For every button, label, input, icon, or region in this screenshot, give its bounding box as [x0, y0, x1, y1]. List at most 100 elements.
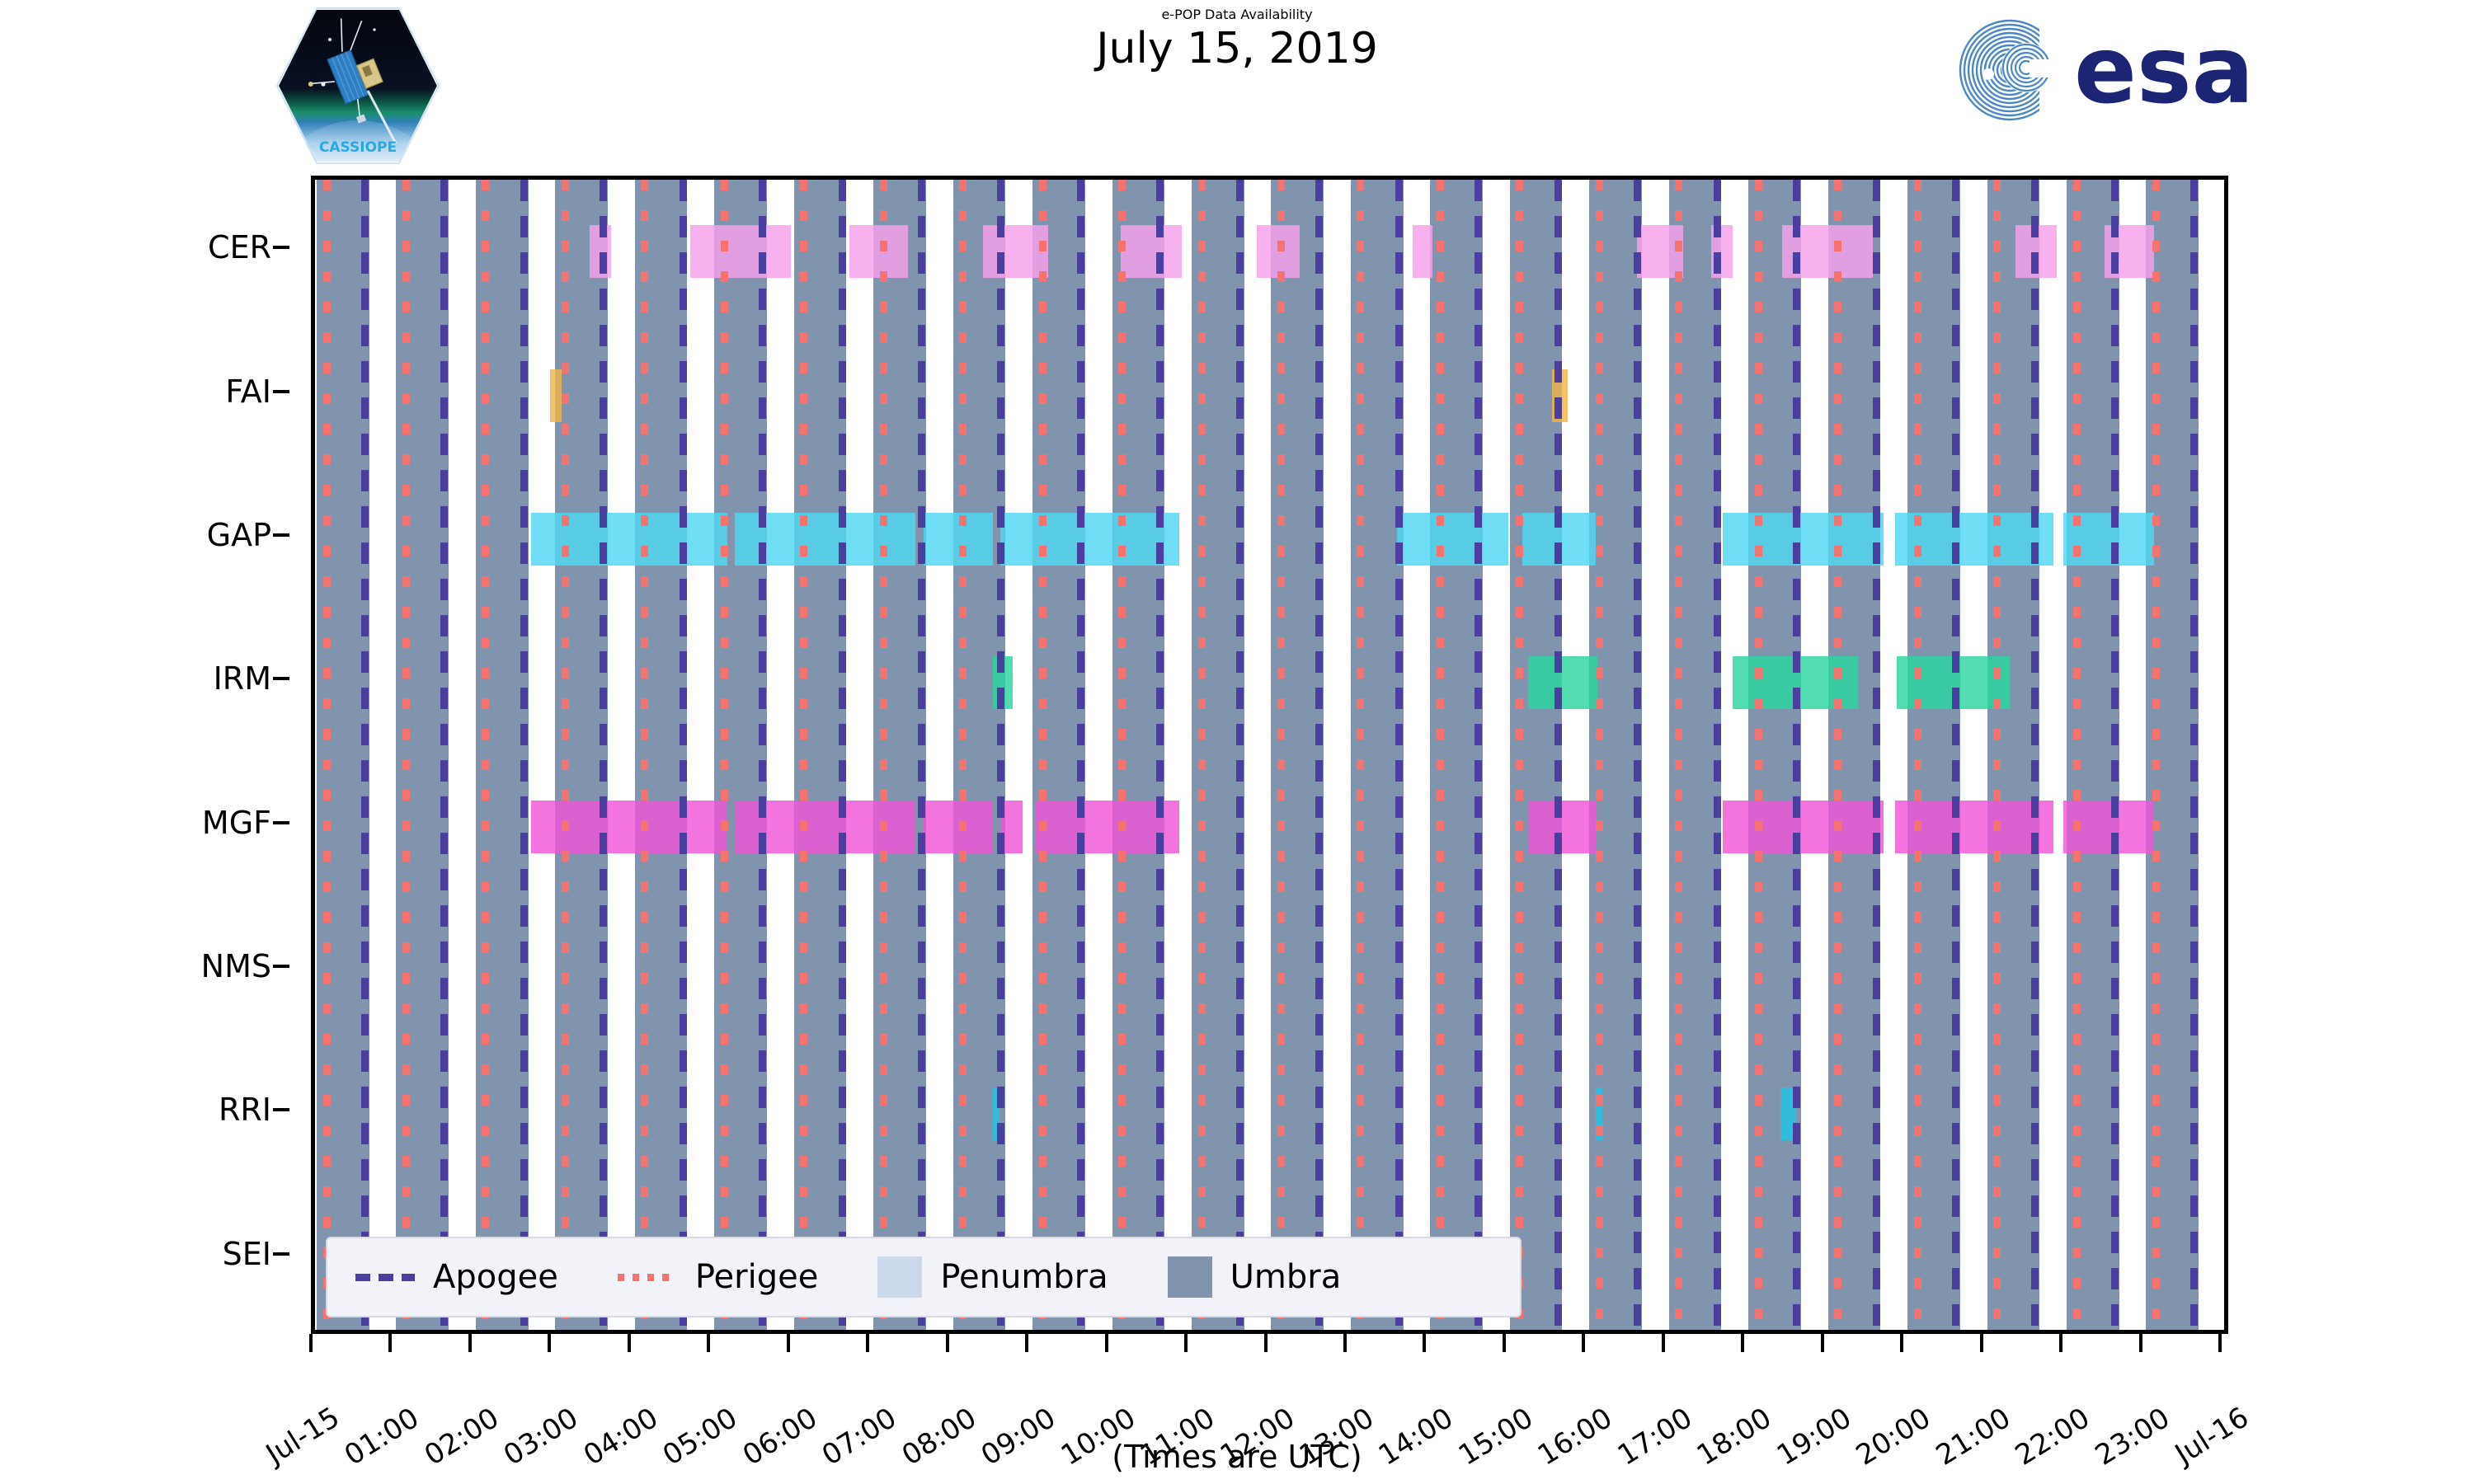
availability-bar-rri [992, 1087, 999, 1141]
perigee-marker-line [641, 180, 649, 1330]
y-tick-mark [273, 1108, 289, 1112]
availability-bar-gap [1000, 512, 1179, 566]
perigee-marker-line [1436, 180, 1444, 1330]
x-tick-mark [1979, 1334, 1983, 1352]
y-tick-label-mgf: MGF [201, 804, 271, 841]
apogee-marker-line [360, 180, 369, 1330]
x-tick-mark [2138, 1334, 2142, 1352]
apogee-marker-line [440, 180, 449, 1330]
x-tick-mark [1343, 1334, 1347, 1352]
y-tick-label-cer: CER [208, 229, 271, 266]
perigee-marker-line [959, 180, 967, 1330]
esa-wordmark: esa [2074, 17, 2254, 124]
availability-bar-gap [923, 512, 993, 566]
x-tick-mark [866, 1334, 870, 1352]
y-tick-label-irm: IRM [213, 660, 271, 697]
y-tick-mark [273, 820, 289, 824]
legend-item-penumbra: Penumbra [877, 1256, 1108, 1298]
apogee-marker-line [1713, 180, 1721, 1330]
apogee-marker-line [759, 180, 767, 1330]
legend-item-umbra: Umbra [1167, 1256, 1342, 1298]
legend-label-umbra: Umbra [1230, 1258, 1342, 1296]
x-tick-mark [388, 1334, 393, 1352]
perigee-marker-line [322, 180, 331, 1330]
legend-label-perigee: Perigee [694, 1258, 819, 1296]
x-tick-mark [1900, 1334, 1904, 1352]
perigee-marker-line [482, 180, 490, 1330]
y-tick-mark [273, 246, 289, 250]
x-tick-mark [468, 1334, 472, 1352]
perigee-marker-line [1277, 180, 1285, 1330]
cassiope-mission-patch-icon: CASSIOPE [275, 5, 440, 167]
x-tick-mark [1820, 1334, 1824, 1352]
x-tick-mark [2059, 1334, 2063, 1352]
perigee-marker-line [2152, 180, 2161, 1330]
perigee-marker-line [1754, 180, 1762, 1330]
perigee-marker-line [1516, 180, 1524, 1330]
cassiope-logo-caption: CASSIOPE [319, 139, 397, 156]
plot-inner [315, 180, 2224, 1330]
perigee-marker-line [561, 180, 569, 1330]
perigee-marker-line [800, 180, 808, 1330]
y-tick-label-fai: FAI [225, 373, 271, 410]
apogee-marker-line [600, 180, 608, 1330]
perigee-marker-line [402, 180, 410, 1330]
perigee-marker-line [879, 180, 887, 1330]
x-tick-mark [945, 1334, 949, 1352]
availability-bar-cer [1413, 225, 1433, 279]
perigee-marker-line [1993, 180, 2001, 1330]
x-tick-mark [627, 1334, 631, 1352]
x-tick-mark [1661, 1334, 1665, 1352]
perigee-marker-line [1834, 180, 1842, 1330]
x-tick-mark [2218, 1334, 2222, 1352]
availability-bar-mgf [1527, 800, 1596, 853]
apogee-marker-line [918, 180, 925, 1330]
y-axis: CER FAI GAP IRM MGF NMS RRI SEI [0, 176, 311, 1334]
availability-bar-mgf [923, 800, 993, 853]
x-tick-mark [1502, 1334, 1506, 1352]
x-tick-mark [309, 1334, 313, 1352]
x-tick-mark [1741, 1334, 1745, 1352]
y-tick-label-nms: NMS [200, 948, 271, 985]
availability-bar-gap [1723, 512, 1884, 566]
perigee-line-icon [617, 1273, 677, 1281]
perigee-marker-line [1595, 180, 1603, 1330]
apogee-marker-line [1156, 180, 1164, 1330]
apogee-marker-line [1793, 180, 1801, 1330]
perigee-marker-line [720, 180, 728, 1330]
apogee-marker-line [520, 180, 528, 1330]
umbra-swatch-icon [1167, 1256, 1212, 1298]
availability-bar-gap [1396, 512, 1508, 566]
x-tick-mark [786, 1334, 790, 1352]
apogee-marker-line [1951, 180, 1959, 1330]
x-tick-mark [1263, 1334, 1268, 1352]
apogee-marker-line [1395, 180, 1403, 1330]
esa-logo-icon: esa [1950, 16, 2313, 124]
availability-bar-cer [1121, 225, 1183, 279]
y-tick-label-rri: RRI [218, 1092, 271, 1129]
y-tick-mark [273, 965, 289, 969]
apogee-marker-line [1235, 180, 1244, 1330]
availability-bar-mgf [1723, 800, 1884, 853]
y-tick-label-sei: SEI [222, 1235, 271, 1272]
apogee-marker-line [1634, 180, 1642, 1330]
legend-label-penumbra: Penumbra [940, 1258, 1108, 1296]
x-tick-mark [1025, 1334, 1029, 1352]
x-axis-label: (Times are UTC) [1112, 1439, 1362, 1475]
perigee-marker-line [1197, 180, 1206, 1330]
apogee-marker-line [1554, 180, 1562, 1330]
perigee-marker-line [1913, 180, 1921, 1330]
apogee-marker-line [2110, 180, 2119, 1330]
y-tick-mark [273, 533, 289, 537]
perigee-marker-line [1357, 180, 1365, 1330]
page-title: e-POP Data Availability [1161, 7, 1313, 22]
availability-bar-cer [983, 225, 1049, 279]
x-tick-mark [1582, 1334, 1586, 1352]
chart-title: e-POP Data Availability July 15, 2019 e-… [0, 7, 2474, 75]
availability-bar-mgf [1034, 800, 1179, 853]
apogee-marker-line [838, 180, 846, 1330]
y-tick-mark [273, 677, 289, 681]
apogee-marker-line [1076, 180, 1084, 1330]
availability-bar-cer [690, 225, 791, 279]
apogee-marker-line [2031, 180, 2039, 1330]
